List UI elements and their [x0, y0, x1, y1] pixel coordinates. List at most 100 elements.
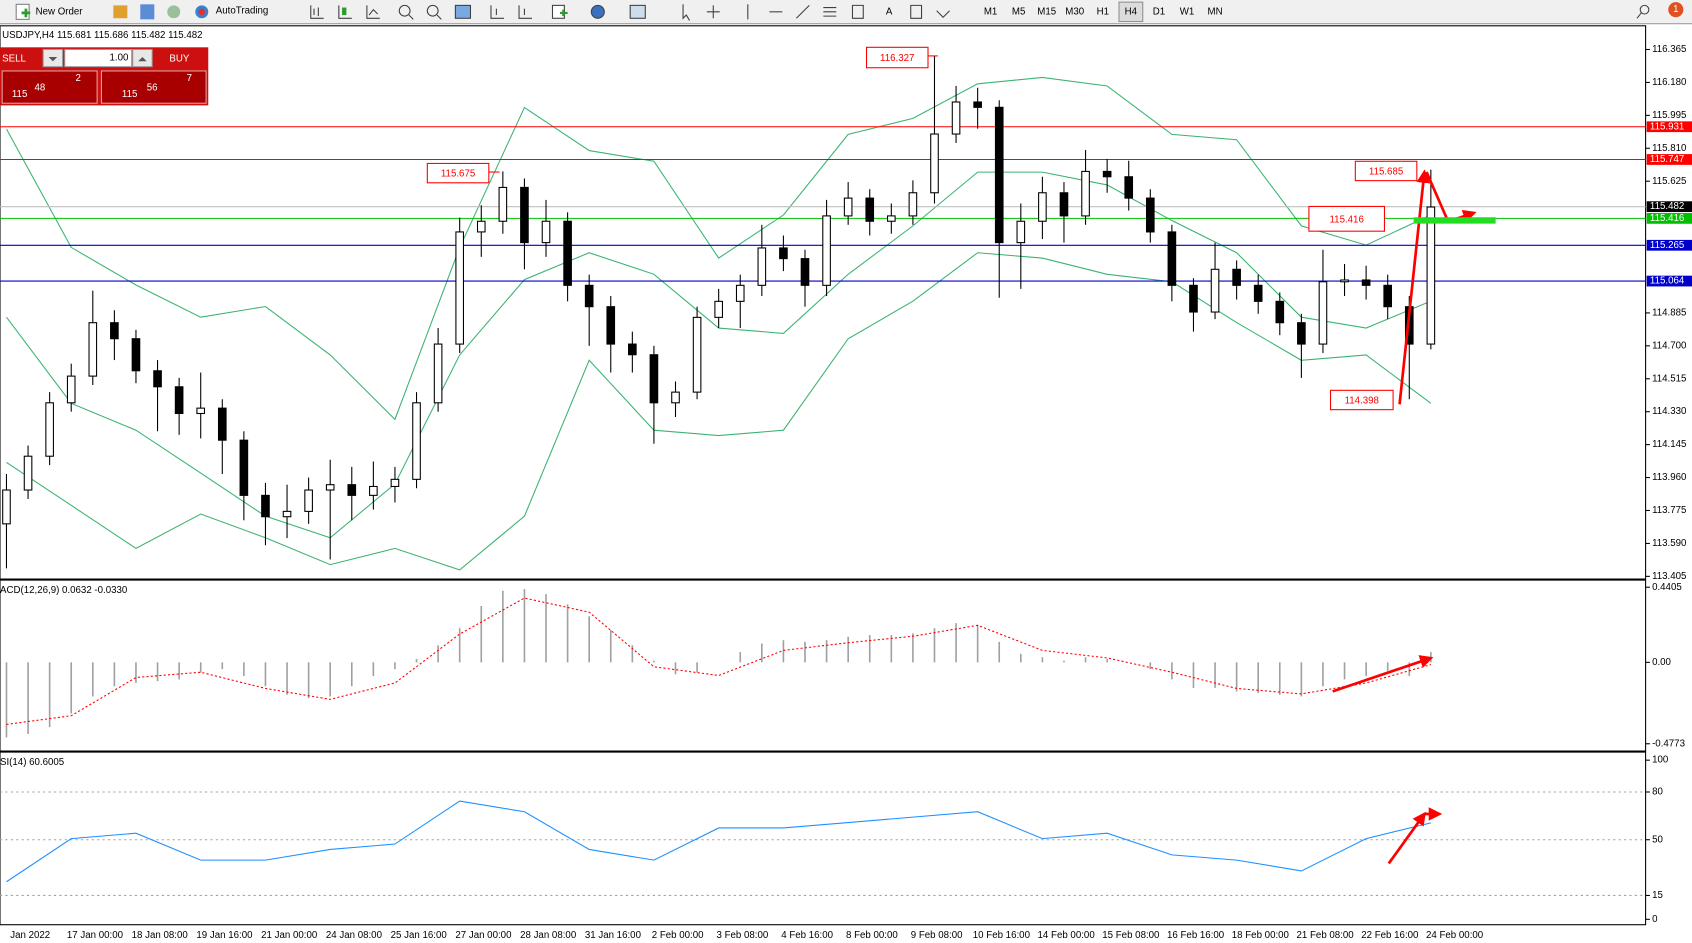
- timeframe-button[interactable]: D1: [1153, 6, 1165, 17]
- candle-body: [800, 258, 810, 286]
- y-tick-label: 80: [1652, 787, 1663, 798]
- annotation: 115.685: [1369, 167, 1403, 178]
- timeframe-button[interactable]: M1: [984, 6, 997, 17]
- y-tick-label: 50: [1652, 834, 1663, 845]
- candle-body: [498, 186, 508, 222]
- buy-label[interactable]: BUY: [169, 54, 189, 65]
- x-tick-label: 21 Feb 08:00: [1297, 930, 1355, 941]
- candle-body: [887, 215, 896, 222]
- notification-badge[interactable]: [1668, 2, 1684, 18]
- bid-main: 48: [35, 83, 46, 94]
- timeframe-button[interactable]: H4: [1125, 6, 1138, 17]
- candle-body: [239, 439, 249, 496]
- arrow: [1332, 655, 1434, 693]
- candle-body: [174, 386, 184, 415]
- x-tick-label: 21 Jan 00:00: [261, 930, 318, 941]
- annotation: 116.327: [880, 53, 914, 64]
- candle-body: [66, 375, 76, 404]
- candle-body: [822, 215, 831, 286]
- arrow-icon: [138, 56, 147, 62]
- annotation: 114.398: [1345, 396, 1379, 407]
- y-tick-label: 114.330: [1652, 406, 1687, 417]
- x-tick-label: 10 Feb 16:00: [973, 930, 1031, 941]
- candle-body: [2, 489, 11, 525]
- timeframe-button[interactable]: MN: [1207, 6, 1222, 17]
- sell-button[interactable]: [1, 70, 98, 104]
- candle-body: [757, 247, 767, 286]
- timeframe-button[interactable]: M5: [1012, 6, 1025, 17]
- candle-body: [584, 284, 594, 308]
- candle-body: [951, 101, 961, 135]
- annotation-box: [865, 46, 929, 69]
- candle-body: [455, 231, 465, 345]
- candle-body: [1167, 231, 1177, 286]
- lot-input[interactable]: [64, 48, 133, 68]
- candle-body: [1275, 300, 1285, 324]
- lot-value: 1.00: [110, 53, 130, 64]
- annotation-box: [426, 162, 490, 184]
- arrow: [1425, 171, 1450, 223]
- x-tick-label: 31 Jan 16:00: [585, 930, 642, 941]
- new-order-button[interactable]: New Order: [15, 3, 83, 20]
- y-tick-label: 114.145: [1652, 439, 1686, 450]
- timeframe-button[interactable]: W1: [1180, 6, 1195, 17]
- annotation: 115.416: [1330, 214, 1364, 225]
- y-tick-label: 113.960: [1652, 472, 1687, 483]
- icon[interactable]: [140, 4, 155, 20]
- level-label: 115.064: [1650, 276, 1685, 287]
- candle-body: [131, 338, 141, 372]
- candle-body: [412, 402, 421, 480]
- candle-body: [779, 247, 788, 260]
- candle-body: [1361, 279, 1371, 286]
- candle-body: [369, 485, 378, 496]
- candle-body: [217, 407, 227, 441]
- ask-pip: 7: [187, 73, 192, 84]
- candle-body: [196, 407, 206, 415]
- x-tick-label: 14 Feb 00:00: [1038, 930, 1096, 941]
- candle-body: [325, 484, 335, 491]
- candle-body: [649, 354, 659, 404]
- toolbar-icons[interactable]: [310, 4, 1650, 21]
- timeframe-button[interactable]: M15: [1037, 6, 1056, 17]
- candle-body: [282, 510, 292, 518]
- icon[interactable]: [113, 5, 128, 19]
- candle-body: [304, 489, 313, 512]
- candle-body: [930, 133, 939, 194]
- x-tick-label: 28 Jan 08:00: [520, 930, 577, 941]
- bid-big: 115: [12, 89, 27, 100]
- autotrading-button[interactable]: AutoTrading: [195, 5, 269, 19]
- autotrading-label: AutoTrading: [216, 5, 269, 16]
- candle-body: [714, 300, 723, 318]
- x-tick-label: 15 Feb 08:00: [1102, 930, 1160, 941]
- candle-body: [153, 370, 162, 388]
- y-tick-label: 113.590: [1652, 538, 1687, 549]
- candle-body: [261, 494, 270, 518]
- indicator-title: ACD(12,26,9) 0.0632 -0.0330: [0, 585, 128, 596]
- candle-body: [1081, 170, 1090, 217]
- candle-body: [671, 391, 680, 404]
- level-label: 115.931: [1650, 121, 1684, 132]
- candle-body: [1383, 284, 1393, 308]
- timeframe-button[interactable]: H1: [1097, 6, 1109, 17]
- buy-button[interactable]: [100, 70, 207, 104]
- candle-body: [1253, 284, 1263, 302]
- drawings: [1332, 169, 1496, 865]
- ask-main: 56: [147, 83, 158, 94]
- level-label-bg: [1646, 154, 1692, 165]
- candle-body: [973, 101, 982, 108]
- icon[interactable]: [167, 5, 181, 19]
- text-tool[interactable]: A: [886, 6, 893, 17]
- y-tick-label: 114.515: [1652, 373, 1686, 384]
- candle-body: [433, 343, 443, 404]
- candle-body: [390, 478, 400, 488]
- y-tick-label: 0.4405: [1652, 582, 1682, 593]
- notification-count: 1: [1673, 4, 1678, 15]
- arrow: [1398, 169, 1430, 405]
- bollinger-upper: [6, 76, 1432, 421]
- candle-body: [843, 197, 853, 217]
- candle-body: [1340, 279, 1349, 283]
- sell-label[interactable]: SELL: [2, 54, 26, 65]
- timeframe-button[interactable]: M30: [1065, 6, 1084, 17]
- level-label: 115.265: [1650, 240, 1684, 251]
